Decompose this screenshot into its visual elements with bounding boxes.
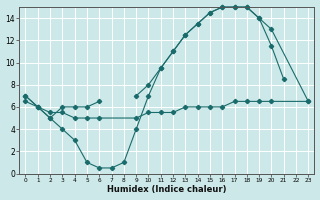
X-axis label: Humidex (Indice chaleur): Humidex (Indice chaleur) bbox=[107, 185, 227, 194]
